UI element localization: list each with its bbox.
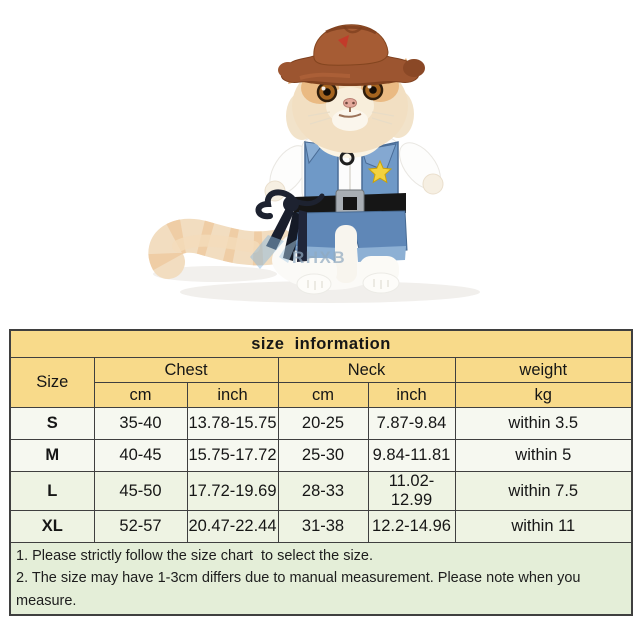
chest-inch-cell: 20.47-22.44 <box>186 510 279 543</box>
unit-weight-kg: kg <box>454 382 633 408</box>
note-1: 1. Please strictly follow the size chart… <box>16 548 374 564</box>
weight-cell: within 3.5 <box>454 407 633 440</box>
size-cell: L <box>9 471 95 511</box>
size-chart-title: size information <box>9 329 633 358</box>
size-cell: XL <box>9 510 95 543</box>
neck-cm-cell: 20-25 <box>277 407 369 440</box>
table-row-m: M 40-45 15.75-17.72 25-30 9.84-11.81 wit… <box>9 439 633 472</box>
table-row-xl: XL 52-57 20.47-22.44 31-38 12.2-14.96 wi… <box>9 510 633 543</box>
size-cell: S <box>9 407 95 440</box>
chest-inch-cell: 17.72-19.69 <box>186 471 279 511</box>
column-header-weight: weight <box>454 357 633 383</box>
cat-cowboy-illustration: RHXB <box>148 24 480 303</box>
watermark-text: RHXB <box>292 248 346 267</box>
weight-cell: within 7.5 <box>454 471 633 511</box>
belt-buckle-icon <box>343 197 357 210</box>
cat-tail <box>148 218 297 279</box>
column-header-neck: Neck <box>277 357 456 383</box>
neck-inch-cell: 9.84-11.81 <box>367 439 456 472</box>
hat-red-tag <box>338 35 349 48</box>
table-row-s: S 35-40 13.78-15.75 20-25 7.87-9.84 with… <box>9 407 633 440</box>
size-cell: M <box>9 439 95 472</box>
chest-inch-cell: 13.78-15.75 <box>186 407 279 440</box>
unit-neck-inch: inch <box>367 382 456 408</box>
column-header-chest: Chest <box>93 357 279 383</box>
chest-cm-cell: 52-57 <box>93 510 188 543</box>
unit-chest-cm: cm <box>93 382 188 408</box>
neck-cm-cell: 25-30 <box>277 439 369 472</box>
unit-neck-cm: cm <box>277 382 369 408</box>
title-row: size information <box>9 329 633 358</box>
watermark: RHXB <box>250 235 346 269</box>
weight-cell: within 5 <box>454 439 633 472</box>
product-photo: RHXB <box>148 24 480 303</box>
chest-cm-cell: 35-40 <box>93 407 188 440</box>
neck-inch-cell: 11.02-12.99 <box>367 471 456 511</box>
neck-inch-cell: 12.2-14.96 <box>367 510 456 543</box>
notes: 1. Please strictly follow the size chart… <box>9 542 633 616</box>
header-row-units: cm inch cm inch kg <box>10 382 633 408</box>
cowboy-hat <box>278 24 425 86</box>
neck-cm-cell: 28-33 <box>277 471 369 511</box>
chest-cm-cell: 40-45 <box>93 439 188 472</box>
header-row-groups: Size Chest Neck weight <box>9 357 633 408</box>
neck-inch-cell: 7.87-9.84 <box>367 407 456 440</box>
watermark-logo-icon <box>279 239 298 263</box>
column-header-size: Size <box>9 357 95 408</box>
denim-vest <box>304 141 399 202</box>
weight-cell: within 11 <box>454 510 633 543</box>
neck-cm-cell: 31-38 <box>277 510 369 543</box>
paws <box>296 225 400 295</box>
table-row-l: L 45-50 17.72-19.69 28-33 11.02-12.99 wi… <box>9 471 633 511</box>
note-2: 2. The size may have 1-3cm differs due t… <box>16 570 585 609</box>
size-chart-table: size information Size Chest Neck weight … <box>9 329 634 617</box>
notes-row: 1. Please strictly follow the size chart… <box>9 542 633 616</box>
chest-inch-cell: 15.75-17.72 <box>186 439 279 472</box>
watermark-logo-icon <box>250 235 284 269</box>
tail-shadow <box>153 266 277 282</box>
cat-nose <box>338 98 362 118</box>
sheriff-star-icon <box>367 159 393 184</box>
chest-cm-cell: 45-50 <box>93 471 188 511</box>
shadow <box>180 281 480 303</box>
unit-chest-inch: inch <box>186 382 279 408</box>
whiskers <box>307 111 395 125</box>
